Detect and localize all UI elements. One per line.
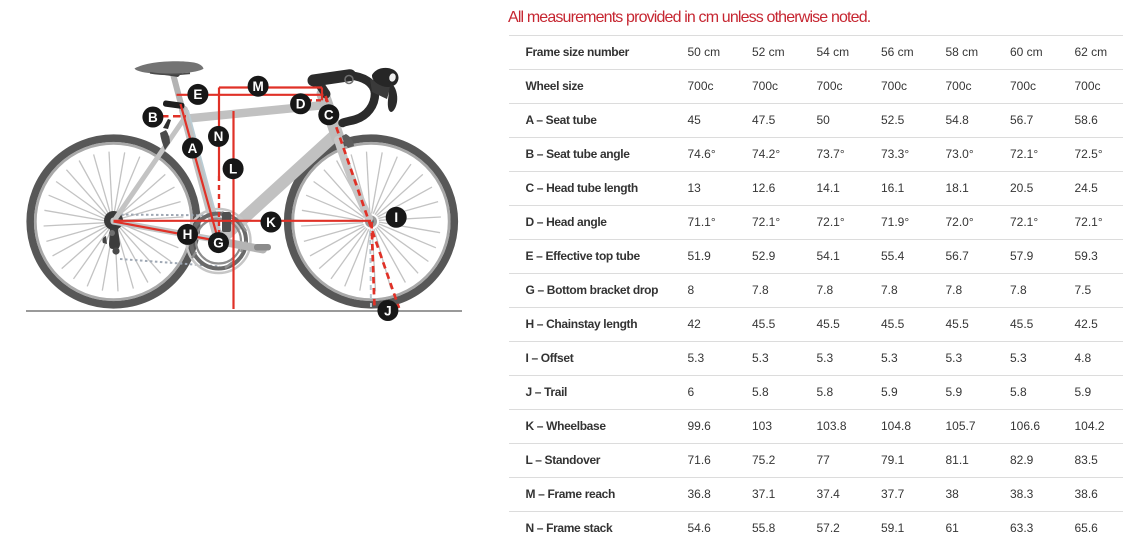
svg-text:M: M xyxy=(252,79,263,94)
svg-text:I: I xyxy=(394,210,398,225)
svg-text:L: L xyxy=(229,162,237,177)
svg-text:A: A xyxy=(188,141,198,156)
svg-text:H: H xyxy=(183,227,193,242)
svg-text:K: K xyxy=(266,215,276,230)
svg-text:J: J xyxy=(384,303,392,318)
svg-text:E: E xyxy=(193,87,202,102)
svg-text:B: B xyxy=(148,110,158,125)
svg-text:D: D xyxy=(296,97,306,112)
svg-text:G: G xyxy=(213,235,224,250)
svg-text:N: N xyxy=(214,129,224,144)
svg-text:C: C xyxy=(324,108,334,123)
